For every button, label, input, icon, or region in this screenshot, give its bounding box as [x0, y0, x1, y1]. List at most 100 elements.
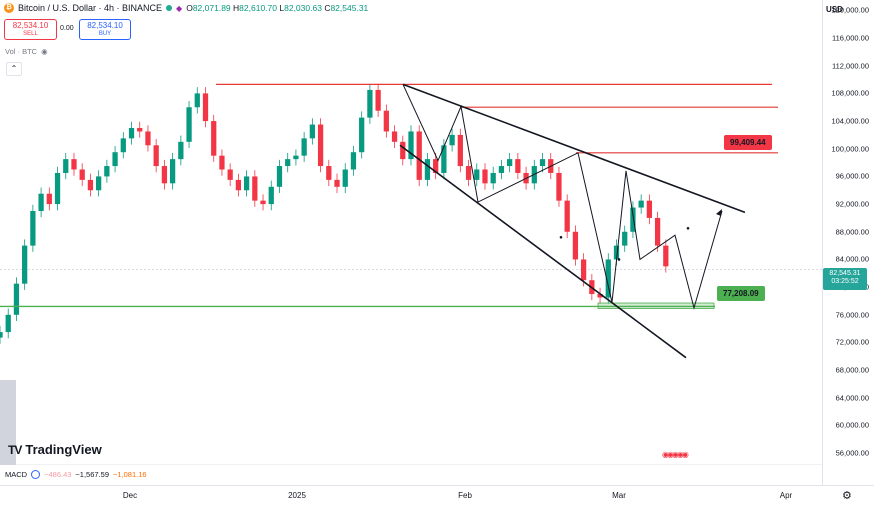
- resistance-price-label[interactable]: 99,409.44: [724, 135, 772, 150]
- candle: [71, 159, 77, 170]
- candle: [120, 138, 126, 153]
- eye-icon[interactable]: ◉: [41, 47, 48, 56]
- tradingview-mark-icon: TV: [8, 442, 22, 457]
- candle: [638, 200, 644, 208]
- symbol-title: Bitcoin / U.S. Dollar · 4h · BINANCE: [18, 3, 163, 13]
- currency-label[interactable]: USD: [826, 5, 843, 14]
- time-axis[interactable]: Dec 2025 Feb Mar Apr: [0, 485, 874, 508]
- candle: [30, 211, 36, 246]
- price-tick-label: 92,000.00: [835, 199, 869, 209]
- candle: [564, 200, 570, 232]
- symbol-header[interactable]: ₿ Bitcoin / U.S. Dollar · 4h · BINANCE ◆…: [4, 3, 368, 13]
- price-tick-label: 104,000.00: [831, 116, 869, 126]
- candle: [605, 259, 611, 298]
- candle: [580, 259, 587, 281]
- candle: [359, 117, 365, 153]
- price-tick-label: 100,000.00: [831, 144, 869, 154]
- candle: [137, 127, 143, 132]
- candle: [268, 186, 274, 205]
- candle: [597, 294, 603, 298]
- brand-name: TradingView: [25, 442, 102, 457]
- price-tick-label: 88,000.00: [835, 227, 869, 237]
- spread-value: 0.00: [60, 25, 74, 32]
- sell-button[interactable]: 82,534.10 SELL: [4, 19, 57, 40]
- candle: [252, 176, 258, 201]
- buy-label: BUY: [98, 31, 112, 37]
- candle: [161, 166, 168, 184]
- candle: [211, 121, 217, 156]
- candle: [202, 93, 209, 122]
- candle: [235, 179, 242, 191]
- candle: [367, 89, 373, 118]
- bar-countdown: 03:25:52: [831, 278, 859, 285]
- wedge-lower-line: [399, 144, 687, 359]
- price-tick-label: 116,000.00: [832, 33, 869, 43]
- candle: [433, 159, 439, 173]
- candle: [334, 179, 340, 187]
- macd-label: MACD: [5, 470, 28, 479]
- macd-indicator[interactable]: MACD −486.43 −1,567.59 −1,081.16: [5, 470, 147, 479]
- candle: [350, 152, 357, 170]
- time-tick-label: Apr: [779, 491, 793, 500]
- candle: [507, 159, 513, 167]
- tradingview-logo: TV TradingView: [8, 442, 102, 457]
- sell-label: SELL: [23, 31, 38, 37]
- candle: [342, 169, 348, 187]
- marker-dot: [617, 258, 621, 261]
- candle: [375, 89, 381, 111]
- price-tick-label: 84,000.00: [835, 254, 869, 264]
- price-chart[interactable]: [0, 0, 822, 465]
- candle: [186, 107, 192, 142]
- chevron-icon[interactable]: ◆: [176, 3, 183, 13]
- price-tick-label: 56,000.00: [835, 448, 869, 458]
- bitcoin-icon: ₿: [4, 3, 14, 13]
- candle: [613, 245, 620, 260]
- macd-value-1: −486.43: [44, 470, 72, 479]
- candle: [572, 231, 579, 260]
- candle: [391, 131, 398, 142]
- macd-value-3: −1,081.16: [113, 470, 147, 479]
- candle: [104, 166, 110, 177]
- candle: [317, 124, 324, 167]
- candle: [169, 159, 176, 184]
- buy-button[interactable]: 82,534.10 BUY: [79, 19, 131, 40]
- settings-gear-icon[interactable]: ⚙: [842, 490, 852, 502]
- candle: [87, 179, 94, 191]
- candle: [46, 193, 52, 205]
- wave-arrow-head: [716, 209, 722, 217]
- collapse-button[interactable]: ⌃: [6, 62, 22, 76]
- candle: [400, 141, 406, 160]
- candle: [465, 166, 472, 180]
- candle: [54, 172, 61, 205]
- candle: [301, 138, 307, 156]
- candle: [309, 124, 315, 139]
- candle: [326, 166, 332, 180]
- time-tick-label: Feb: [458, 491, 472, 500]
- time-tick-label: Dec: [122, 491, 138, 500]
- macd-value-2: −1,567.59: [75, 470, 109, 479]
- price-tick-label: 60,000.00: [835, 420, 869, 430]
- event-flags-icon[interactable]: ◉◉◉◉◉: [662, 450, 689, 459]
- price-tick-label: 108,000.00: [831, 88, 869, 98]
- volume-strip: [0, 380, 16, 465]
- ohlc-readout: O82,071.89 H82,610.70 L82,030.63 C82,545…: [186, 3, 369, 13]
- price-tick-label: 120,000.00: [831, 5, 869, 15]
- candle: [178, 141, 184, 160]
- candle: [285, 159, 291, 167]
- macd-settings-icon[interactable]: [31, 470, 41, 479]
- candle: [22, 245, 28, 284]
- candle: [646, 200, 653, 218]
- price-tick-label: 96,000.00: [835, 171, 869, 181]
- current-price-tag: 82,545.31 03:25:52: [823, 268, 867, 290]
- volume-indicator[interactable]: Vol · BTC ◉: [5, 47, 48, 56]
- support-price-label[interactable]: 77,208.09: [717, 286, 765, 301]
- wedge-upper-line: [402, 83, 746, 214]
- candle: [474, 169, 480, 180]
- candle: [556, 172, 562, 201]
- price-axis[interactable]: 120,000.00 116,000.00 112,000.00 108,000.00…: [822, 0, 874, 485]
- support-zone: [597, 302, 715, 309]
- candle: [276, 166, 283, 187]
- candle: [112, 152, 118, 167]
- candle: [293, 155, 299, 160]
- candle: [424, 159, 431, 180]
